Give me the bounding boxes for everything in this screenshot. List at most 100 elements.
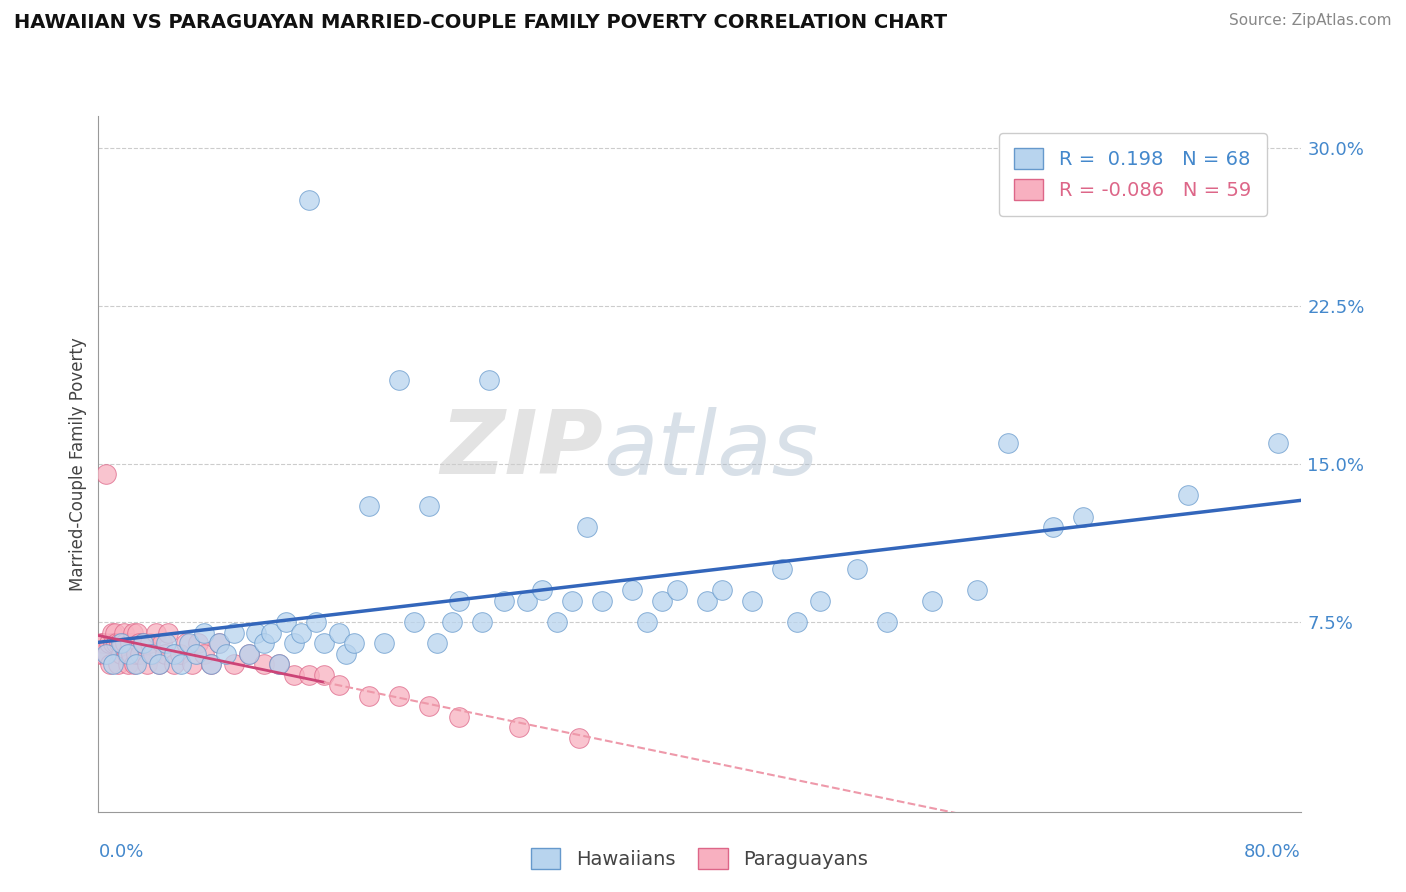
Point (177, 636, 200, 650)
Point (97, 636, 120, 650)
Point (96, 647, 118, 661)
Point (711, 583, 734, 598)
Point (388, 372, 411, 386)
Point (328, 678, 350, 692)
Text: Source: ZipAtlas.com: Source: ZipAtlas.com (1229, 13, 1392, 29)
Point (107, 657, 129, 672)
Point (93, 636, 115, 650)
Point (162, 647, 184, 661)
Point (568, 731, 591, 745)
Point (180, 657, 202, 672)
Point (91, 647, 114, 661)
Point (90, 636, 112, 650)
Point (128, 636, 150, 650)
Point (591, 594, 613, 608)
Point (245, 625, 267, 640)
Point (155, 636, 177, 650)
Point (238, 647, 260, 661)
Point (200, 657, 222, 672)
Point (343, 636, 366, 650)
Point (208, 636, 231, 650)
Point (111, 636, 134, 650)
Point (846, 562, 869, 576)
Point (312, 636, 335, 650)
Point (696, 594, 718, 608)
Point (108, 636, 131, 650)
Point (121, 647, 143, 661)
Point (103, 636, 125, 650)
Point (786, 615, 808, 629)
Point (222, 625, 245, 640)
Point (665, 583, 688, 598)
Point (110, 636, 132, 650)
Point (100, 657, 122, 672)
Point (440, 615, 463, 629)
Point (373, 636, 395, 650)
Point (298, 667, 321, 681)
Point (1042, 520, 1064, 534)
Point (335, 647, 357, 661)
Point (94, 467, 117, 482)
Point (447, 710, 470, 724)
Point (193, 625, 215, 640)
Point (260, 625, 283, 640)
Point (530, 583, 553, 598)
Point (357, 499, 380, 513)
Point (215, 647, 238, 661)
Point (115, 647, 138, 661)
Point (808, 594, 831, 608)
Point (193, 647, 215, 661)
Point (170, 657, 193, 672)
Point (112, 625, 135, 640)
Point (122, 625, 145, 640)
Point (425, 636, 447, 650)
Text: atlas: atlas (603, 407, 818, 493)
Point (997, 435, 1019, 450)
Point (388, 689, 411, 703)
Point (447, 594, 470, 608)
Point (267, 657, 290, 672)
Point (253, 636, 276, 650)
Point (494, 594, 516, 608)
Point (150, 636, 173, 650)
Point (276, 615, 298, 629)
Point (153, 647, 176, 661)
Point (921, 594, 943, 608)
Point (104, 625, 127, 640)
Point (124, 657, 146, 672)
Point (208, 636, 231, 650)
Point (253, 657, 276, 672)
Point (114, 636, 136, 650)
Point (169, 647, 191, 661)
Point (966, 583, 988, 598)
Point (94, 647, 117, 661)
Point (162, 657, 184, 672)
Point (651, 594, 673, 608)
Point (125, 657, 148, 672)
Point (129, 647, 152, 661)
Point (312, 667, 335, 681)
Point (89, 647, 111, 661)
Point (117, 657, 139, 672)
Point (187, 636, 209, 650)
Point (1267, 435, 1289, 450)
Point (125, 647, 148, 661)
Point (148, 657, 170, 672)
Legend: Hawaiians, Paraguayans: Hawaiians, Paraguayans (522, 838, 877, 879)
Point (290, 625, 312, 640)
Point (184, 647, 207, 661)
Point (132, 636, 155, 650)
Point (770, 562, 793, 576)
Point (222, 657, 245, 672)
Text: 0.0%: 0.0% (98, 843, 143, 861)
Point (139, 647, 162, 661)
Point (238, 647, 260, 661)
Point (1071, 509, 1094, 524)
Point (328, 625, 350, 640)
Point (620, 583, 643, 598)
Point (478, 372, 501, 386)
Point (174, 636, 197, 650)
Point (141, 647, 163, 661)
Text: 80.0%: 80.0% (1244, 843, 1301, 861)
Point (117, 647, 139, 661)
